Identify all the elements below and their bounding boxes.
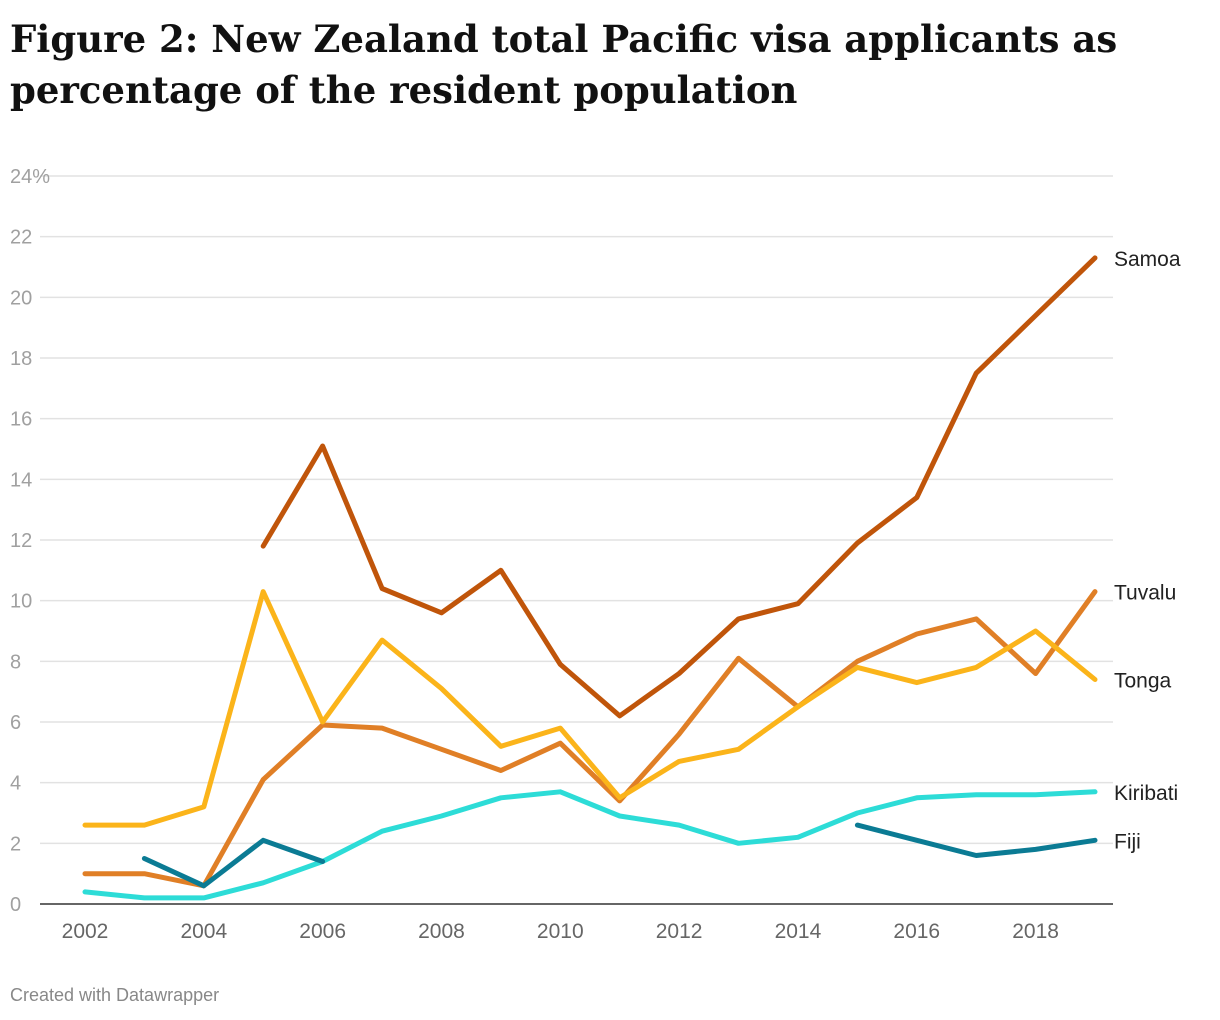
x-tick-label: 2014 bbox=[775, 920, 822, 943]
y-tick-label: 24% bbox=[10, 166, 50, 188]
x-tick-label: 2006 bbox=[299, 920, 346, 943]
x-tick-label: 2002 bbox=[62, 920, 109, 943]
y-tick-label: 0 bbox=[10, 894, 21, 916]
series-line-kiribati bbox=[82, 789, 1098, 901]
x-tick-label: 2004 bbox=[180, 920, 227, 943]
series-lines bbox=[82, 255, 1098, 901]
y-tick-label: 10 bbox=[10, 591, 32, 613]
axes: 0 2 4 6 8 10 12 14 16 18 20 22 24% 2002 2004 2006 2008 20… bbox=[10, 166, 1113, 943]
y-tick-label: 14 bbox=[10, 469, 32, 491]
x-tick-label: 2010 bbox=[537, 920, 584, 943]
series-line-tuvalu bbox=[82, 589, 1098, 889]
y-tick-label: 18 bbox=[10, 348, 32, 370]
series-label-tuvalu: Tuvalu bbox=[1114, 582, 1176, 605]
y-tick-label: 4 bbox=[10, 773, 21, 795]
y-tick-label: 20 bbox=[10, 287, 32, 309]
series-label-tonga: Tonga bbox=[1114, 670, 1172, 693]
x-tick-label: 2012 bbox=[656, 920, 703, 943]
chart-title: Figure 2: New Zealand total Pacific visa… bbox=[10, 17, 1118, 112]
x-tick-label: 2008 bbox=[418, 920, 465, 943]
x-tick-label: 2016 bbox=[893, 920, 940, 943]
y-tick-label: 12 bbox=[10, 530, 32, 552]
series-line-fiji bbox=[854, 822, 1098, 858]
series-labels: Samoa Tuvalu Tonga Kiribati Fiji bbox=[1114, 248, 1181, 853]
y-tick-label: 22 bbox=[10, 227, 32, 249]
y-tick-label: 8 bbox=[10, 651, 21, 673]
x-tick-label: 2018 bbox=[1012, 920, 1059, 943]
series-label-fiji: Fiji bbox=[1114, 830, 1141, 853]
series-line-fiji bbox=[141, 837, 326, 889]
footer-credit: Created with Datawrapper bbox=[10, 985, 220, 1005]
series-label-samoa: Samoa bbox=[1114, 248, 1181, 271]
series-line-tonga bbox=[82, 589, 1098, 828]
series-label-kiribati: Kiribati bbox=[1114, 782, 1178, 805]
y-tick-label: 16 bbox=[10, 409, 32, 431]
y-tick-label: 2 bbox=[10, 833, 21, 855]
gridlines bbox=[40, 175, 1113, 845]
series-line-samoa bbox=[260, 255, 1098, 719]
y-tick-label: 6 bbox=[10, 712, 21, 734]
